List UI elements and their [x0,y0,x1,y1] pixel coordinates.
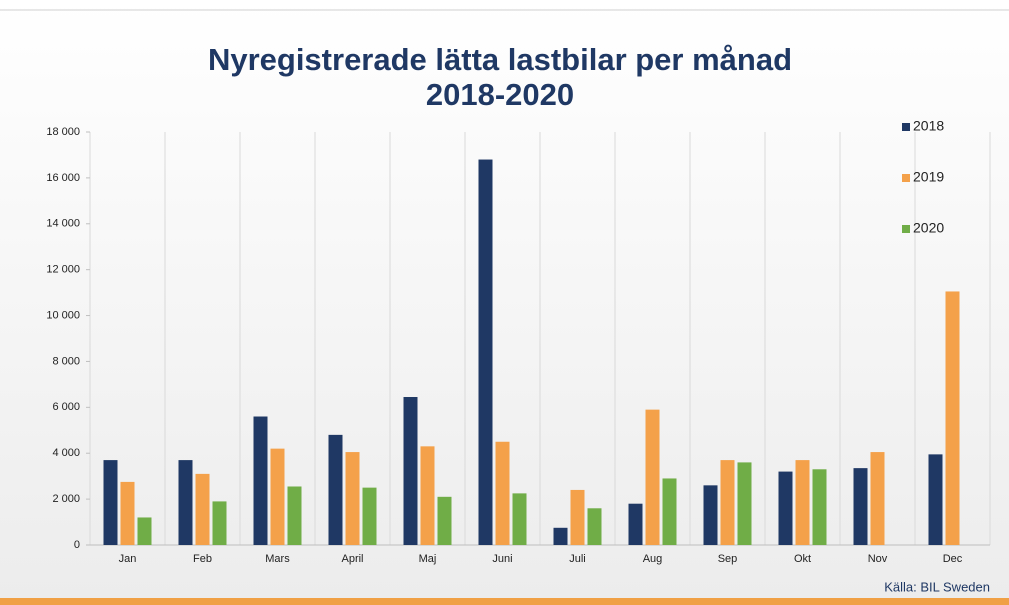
bar [270,448,285,545]
y-tick-label: 10 000 [46,309,80,321]
bar [103,460,118,545]
bar [870,452,885,545]
bar [778,471,793,545]
bar [628,503,643,545]
bar [812,469,827,545]
bar [345,452,360,545]
y-tick-label: 2 000 [52,493,80,505]
legend-swatch [902,174,910,182]
bar [195,473,210,545]
legend-swatch [902,225,910,233]
x-tick-label: Jan [119,553,137,565]
bar [720,460,735,545]
x-tick-label: Okt [794,553,811,565]
x-tick-label: April [341,553,363,565]
bar [437,496,452,545]
bar [478,159,493,546]
bar [495,441,510,545]
legend-label: 2018 [913,118,944,134]
legend-label: 2019 [913,169,944,185]
y-tick-label: 6 000 [52,401,80,413]
bar [587,508,602,545]
x-tick-label: Dec [943,553,963,565]
x-tick-label: Maj [419,553,437,565]
bar [553,527,568,545]
bar [253,416,268,545]
bar [120,481,135,545]
bottom-band [0,598,1009,605]
bar [178,460,193,545]
bar [512,493,527,545]
bar [945,291,960,545]
source-note: Källa: BIL Sweden [884,579,990,594]
y-tick-label: 4 000 [52,447,80,459]
y-tick-label: 12 000 [46,264,80,276]
x-tick-label: Mars [265,553,290,565]
bar [662,478,677,545]
chart-subtitle: 2018-2020 [426,77,574,112]
y-tick-label: 16 000 [46,172,80,184]
bar [137,517,152,545]
bar [795,460,810,545]
y-tick-label: 8 000 [52,355,80,367]
bar [853,468,868,545]
bar [212,501,227,545]
bar [362,487,377,545]
x-tick-label: Feb [193,553,212,565]
y-tick-label: 18 000 [46,126,80,138]
bar [645,409,660,545]
x-tick-label: Sep [718,553,738,565]
bar [737,462,752,545]
bar [403,397,418,545]
legend-swatch [902,123,910,131]
y-tick-label: 0 [74,539,80,551]
bar [570,489,585,545]
x-tick-label: Aug [643,553,663,565]
bar [420,446,435,545]
x-tick-label: Nov [868,553,888,565]
bar [703,485,718,545]
legend-label: 2020 [913,220,944,236]
bar [928,454,943,545]
bar [328,434,343,545]
bar [287,486,302,545]
chart-title: Nyregistrerade lätta lastbilar per månad [208,42,792,77]
y-tick-label: 14 000 [46,218,80,230]
x-tick-label: Juli [569,553,586,565]
x-tick-label: Juni [492,553,512,565]
